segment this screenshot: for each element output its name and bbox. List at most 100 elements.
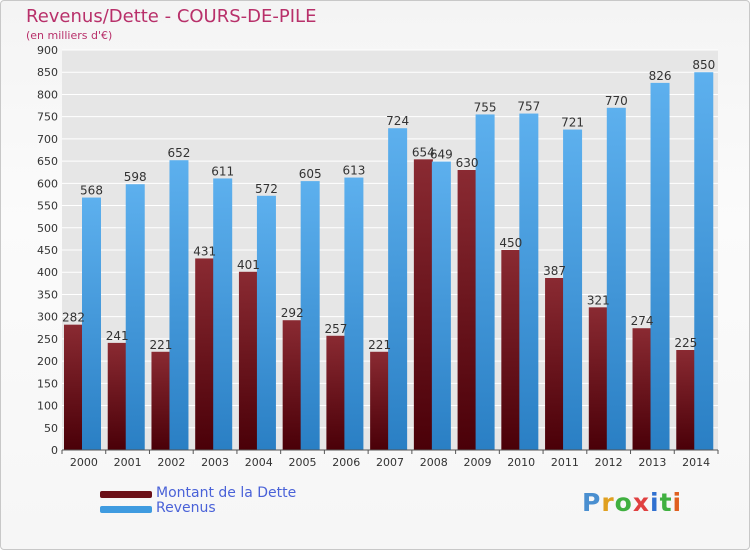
x-tick-label: 2012 [595, 456, 623, 469]
bar-dette [676, 350, 696, 450]
data-label-dette: 630 [456, 156, 479, 170]
y-tick-label: 800 [37, 88, 58, 101]
data-label-dette: 225 [674, 336, 697, 350]
logo-letter: i [650, 488, 660, 517]
y-tick-label: 150 [37, 377, 58, 390]
y-tick-label: 300 [37, 311, 58, 324]
logo-letter: i [672, 488, 683, 517]
bar-dette [632, 328, 652, 450]
bar-dette [326, 335, 346, 450]
bar-revenus [256, 195, 276, 450]
bar-dette [588, 307, 608, 450]
data-label-dette: 387 [543, 264, 566, 278]
x-tick-label: 2005 [289, 456, 317, 469]
bar-dette [545, 278, 565, 450]
x-tick-label: 2011 [551, 456, 579, 469]
y-tick-label: 400 [37, 266, 58, 279]
bar-revenus [344, 177, 364, 451]
data-label-dette: 241 [106, 329, 129, 343]
legend-swatch-dette [100, 491, 152, 498]
y-tick-label: 250 [37, 333, 58, 346]
bar-dette [501, 250, 521, 450]
x-tick-label: 2008 [420, 456, 448, 469]
data-label-dette: 450 [499, 236, 522, 250]
logo-letter: t [659, 488, 673, 517]
y-tick-label: 50 [44, 422, 58, 435]
bar-revenus [169, 160, 189, 450]
data-label-dette: 257 [324, 322, 347, 336]
data-label-revenus: 757 [517, 100, 540, 114]
x-tick-label: 2014 [682, 456, 710, 469]
bar-revenus [431, 161, 451, 451]
data-label-dette: 292 [281, 306, 304, 320]
bar-revenus [82, 197, 101, 450]
data-label-revenus: 568 [80, 184, 103, 198]
y-tick-label: 200 [37, 355, 58, 368]
bar-dette [370, 351, 390, 450]
data-label-revenus: 755 [474, 100, 497, 114]
y-tick-label: 700 [37, 133, 58, 146]
data-label-revenus: 611 [211, 164, 234, 178]
bar-revenus [650, 82, 670, 450]
data-label-dette: 221 [150, 338, 173, 352]
bar-revenus [606, 107, 626, 451]
data-label-dette: 401 [237, 258, 260, 272]
x-tick-label: 2009 [463, 456, 491, 469]
data-label-dette: 221 [368, 338, 391, 352]
data-label-revenus: 850 [692, 58, 715, 72]
y-tick-label: 650 [37, 155, 58, 168]
legend-label-revenus: Revenus [156, 500, 216, 516]
bar-dette [457, 170, 477, 450]
bar-dette [195, 258, 215, 450]
y-tick-label: 600 [37, 177, 58, 190]
proxiti-logo: Proxiti [582, 488, 682, 517]
logo-letter: P [582, 488, 602, 517]
bar-revenus [213, 178, 233, 450]
y-tick-label: 450 [37, 244, 58, 257]
data-label-dette: 321 [587, 293, 610, 307]
data-label-revenus: 721 [561, 116, 584, 130]
y-tick-label: 0 [51, 444, 58, 457]
y-tick-label: 350 [37, 288, 58, 301]
x-tick-label: 2001 [114, 456, 142, 469]
x-tick-label: 2002 [157, 456, 185, 469]
bar-revenus [519, 113, 539, 451]
data-label-dette: 282 [62, 311, 85, 325]
bar-dette [238, 271, 258, 450]
x-tick-label: 2010 [507, 456, 535, 469]
bar-dette [413, 159, 433, 451]
x-tick-label: 2013 [638, 456, 666, 469]
bar-dette [107, 342, 127, 450]
data-label-revenus: 598 [124, 170, 147, 184]
y-tick-label: 550 [37, 200, 58, 213]
y-tick-label: 750 [37, 111, 58, 124]
chart-subtitle: (en milliers d'€) [26, 29, 113, 42]
logo-letter: x [632, 488, 650, 517]
x-tick-label: 2004 [245, 456, 273, 469]
y-tick-label: 850 [37, 66, 58, 79]
bar-revenus [563, 129, 583, 451]
logo-letter: o [614, 488, 633, 517]
chart-title: Revenus/Dette - COURS-DE-PILE [26, 6, 317, 27]
x-tick-label: 2003 [201, 456, 229, 469]
data-label-dette: 654 [412, 145, 435, 159]
bar-revenus [694, 72, 714, 450]
bar-dette [282, 320, 302, 450]
data-label-revenus: 605 [299, 167, 322, 181]
data-label-revenus: 770 [605, 94, 628, 108]
data-label-revenus: 572 [255, 182, 278, 196]
legend-label-dette: Montant de la Dette [156, 485, 297, 501]
x-tick-label: 2000 [70, 456, 98, 469]
bar-dette [151, 351, 171, 450]
x-tick-label: 2007 [376, 456, 404, 469]
data-label-revenus: 724 [386, 114, 409, 128]
y-tick-label: 500 [37, 222, 58, 235]
bar-revenus [125, 184, 145, 450]
bar-revenus [300, 181, 320, 450]
data-label-dette: 274 [631, 314, 654, 328]
bar-dette [64, 324, 83, 450]
legend-swatch-revenus [100, 506, 152, 513]
x-tick-label: 2006 [332, 456, 360, 469]
data-label-revenus: 826 [649, 69, 672, 83]
logo-letter: r [601, 488, 615, 517]
